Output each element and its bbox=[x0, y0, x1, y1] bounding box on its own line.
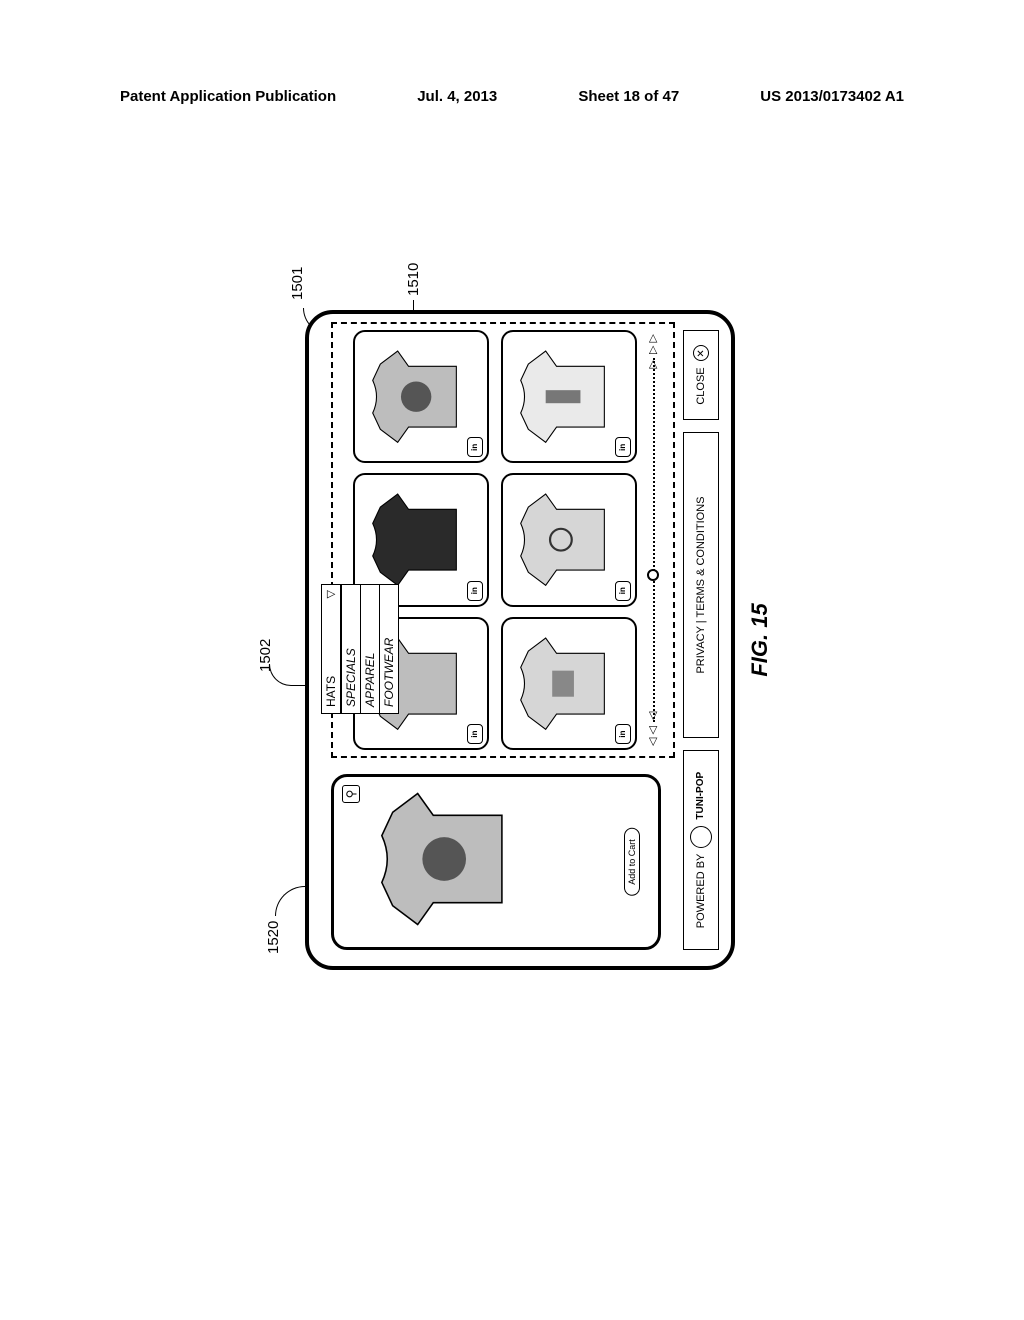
header-left: Patent Application Publication bbox=[120, 88, 336, 105]
privacy-terms-link[interactable]: PRIVACY | TERMS & CONDITIONS bbox=[683, 432, 719, 738]
track-right-arrow-icon: ▷ bbox=[646, 360, 659, 368]
dropdown-option[interactable]: APPAREL bbox=[360, 585, 379, 713]
dropdown-selected[interactable]: HATS bbox=[321, 584, 341, 714]
product-tile[interactable]: in bbox=[501, 330, 637, 463]
slider-prev-icon[interactable]: ◁ ◁ bbox=[646, 726, 659, 746]
zoom-icon[interactable]: ⚲ bbox=[342, 785, 360, 803]
brand-name: TUNI-POP bbox=[696, 772, 706, 820]
share-badge-icon[interactable]: in bbox=[467, 437, 483, 457]
header-pubno: US 2013/0173402 A1 bbox=[760, 88, 904, 105]
product-scroll-slider[interactable]: ◁ ◁ ◁ ▷ ▷ ▷ bbox=[647, 334, 661, 746]
figure-rotated-wrap: 1520 1502 1501 1510 ⚲ Add to Cart bbox=[30, 230, 990, 1050]
share-badge-icon[interactable]: in bbox=[615, 724, 631, 744]
dropdown-list: SPECIALS APPAREL FOOTWEAR bbox=[341, 584, 399, 714]
device-frame: ⚲ Add to Cart HATS SPECIALS APPAREL FOOT… bbox=[305, 310, 735, 970]
close-button[interactable]: CLOSE ✕ bbox=[683, 330, 719, 420]
add-to-cart-button[interactable]: Add to Cart bbox=[624, 828, 640, 896]
share-badge-icon[interactable]: in bbox=[467, 581, 483, 601]
product-tile[interactable]: in bbox=[353, 330, 489, 463]
share-badge-icon[interactable]: in bbox=[615, 437, 631, 457]
product-tile[interactable]: in bbox=[501, 473, 637, 606]
ref-1502: 1502 bbox=[257, 639, 274, 672]
detail-product-image bbox=[374, 781, 524, 937]
ref-1501: 1501 bbox=[289, 267, 306, 300]
ref-1520: 1520 bbox=[265, 921, 282, 954]
close-label: CLOSE bbox=[695, 367, 707, 404]
product-detail-panel: ⚲ Add to Cart bbox=[331, 774, 661, 950]
header-sheet: Sheet 18 of 47 bbox=[578, 88, 679, 105]
slider-thumb[interactable] bbox=[647, 569, 659, 581]
share-badge-icon[interactable]: in bbox=[615, 581, 631, 601]
page-header: Patent Application Publication Jul. 4, 2… bbox=[120, 88, 904, 105]
brand-logo-icon bbox=[690, 826, 712, 848]
ref-1510: 1510 bbox=[405, 263, 422, 296]
close-icon: ✕ bbox=[693, 345, 709, 361]
dropdown-option[interactable]: FOOTWEAR bbox=[379, 585, 398, 713]
share-badge-icon[interactable]: in bbox=[467, 724, 483, 744]
powered-by-box: POWERED BY TUNI-POP bbox=[683, 750, 719, 950]
slider-next-icon[interactable]: ▷ ▷ bbox=[646, 334, 659, 354]
header-date: Jul. 4, 2013 bbox=[417, 88, 497, 105]
figure-caption: FIG. 15 bbox=[747, 603, 773, 676]
powered-by-label: POWERED BY bbox=[695, 854, 707, 929]
slider-track[interactable] bbox=[653, 358, 655, 722]
figure-inner: 1520 1502 1501 1510 ⚲ Add to Cart bbox=[255, 290, 765, 990]
category-dropdown[interactable]: HATS SPECIALS APPAREL FOOTWEAR bbox=[321, 584, 399, 714]
dropdown-option[interactable]: SPECIALS bbox=[341, 585, 360, 713]
footer-bar: POWERED BY TUNI-POP PRIVACY | TERMS & CO… bbox=[683, 330, 719, 950]
product-tile[interactable]: in bbox=[501, 617, 637, 750]
